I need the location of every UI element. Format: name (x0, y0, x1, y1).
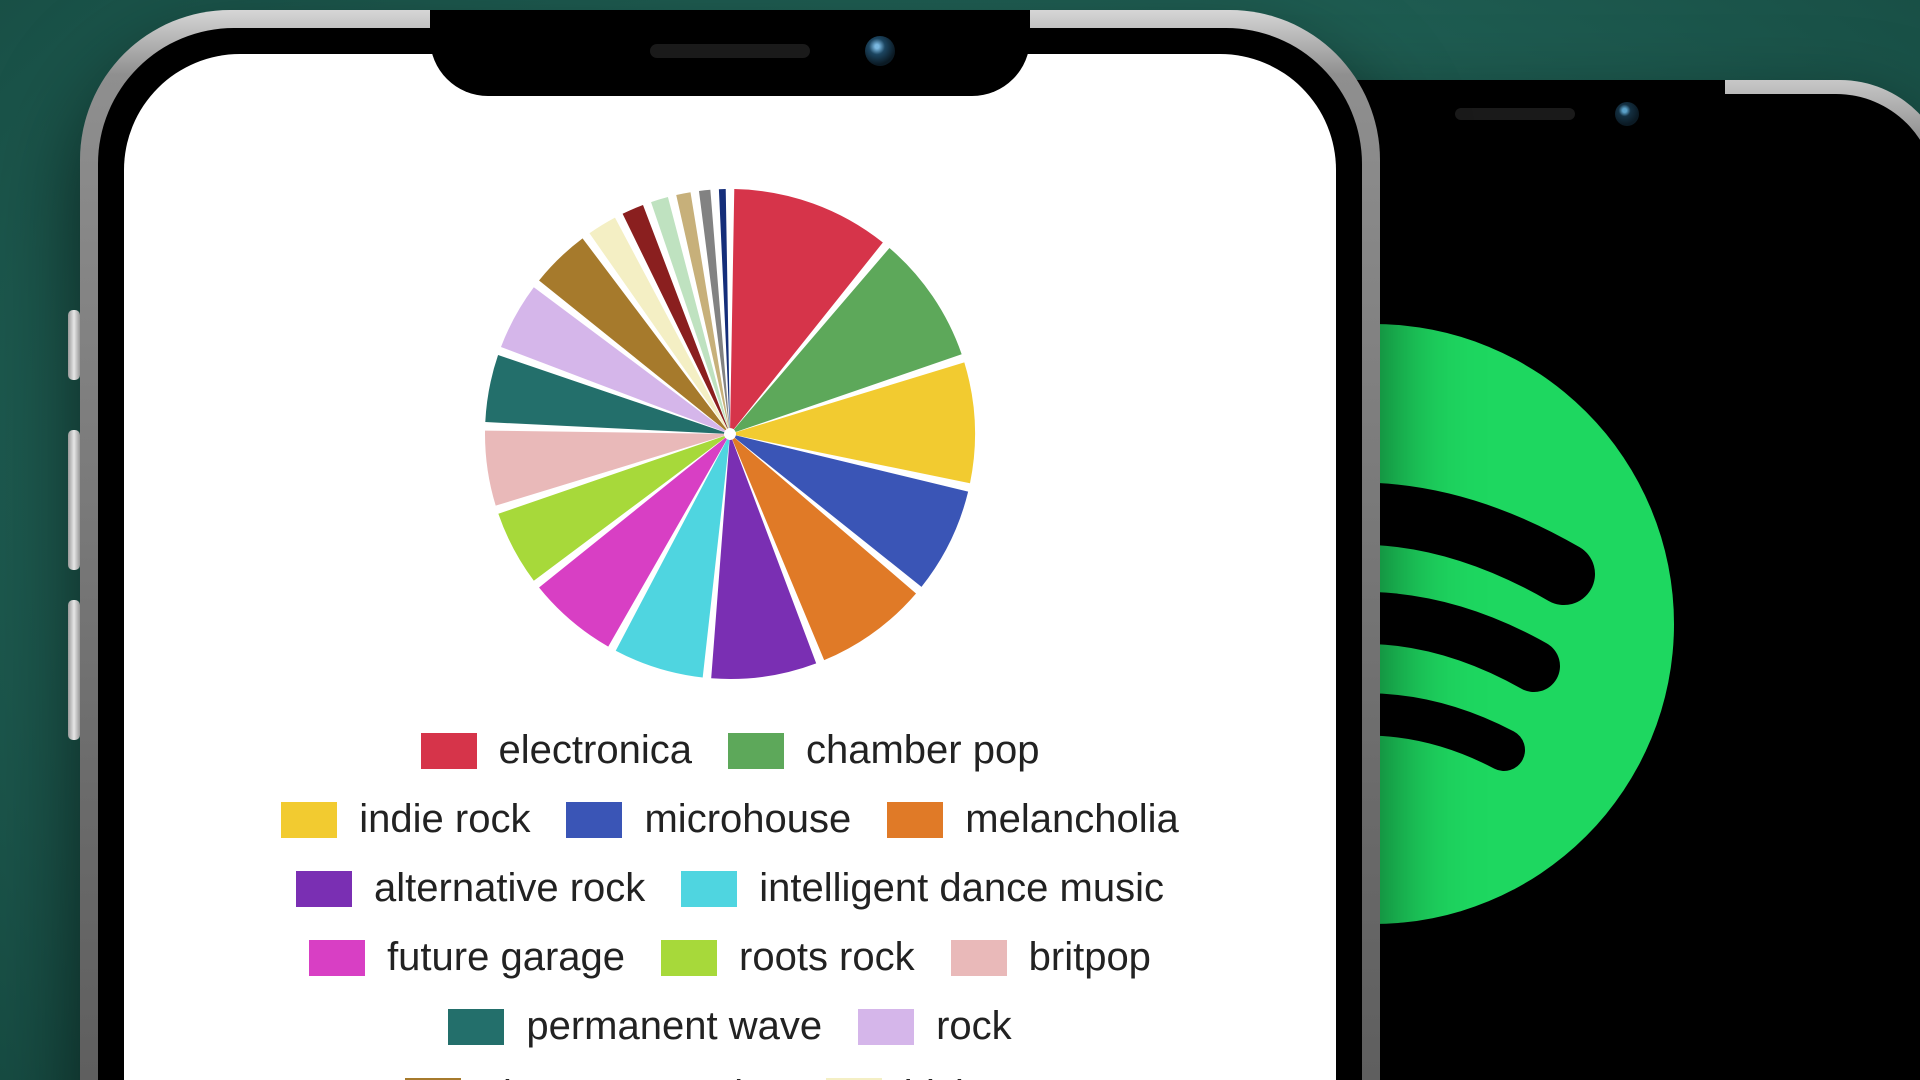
legend-swatch (951, 940, 1007, 976)
phone-front-volume-up (68, 430, 80, 570)
phone-front-screen: electronica chamber pop indie rock microhou… (124, 54, 1336, 1080)
legend-swatch (661, 940, 717, 976)
legend-item-britpop: britpop (951, 935, 1151, 980)
phone-front-mute-switch (68, 310, 80, 380)
legend-label: indie rock (359, 797, 530, 842)
legend-label: permanent wave (526, 1004, 822, 1049)
legend-swatch (858, 1009, 914, 1045)
legend-item-singer-songwriter: singer-songwriter (405, 1073, 790, 1080)
pie-slice-slice-19 (719, 189, 730, 428)
legend-label: britpop (1029, 935, 1151, 980)
phone-back-camera (1615, 102, 1639, 126)
legend-swatch (281, 802, 337, 838)
legend-label: future garage (387, 935, 625, 980)
legend-swatch (421, 733, 477, 769)
legend-item-alternative-rock: alternative rock (296, 866, 645, 911)
legend-item-microhouse: microhouse (566, 797, 851, 842)
genre-pie-chart (470, 174, 990, 694)
legend-swatch (448, 1009, 504, 1045)
legend-swatch (887, 802, 943, 838)
legend-label: melancholia (965, 797, 1178, 842)
legend-swatch (296, 871, 352, 907)
legend-label: microhouse (644, 797, 851, 842)
stage: electronica chamber pop indie rock microhou… (0, 0, 1920, 1080)
legend-swatch (681, 871, 737, 907)
legend-label: rock (936, 1004, 1012, 1049)
legend-item-roots-rock: roots rock (661, 935, 915, 980)
legend-item-electronica: electronica (421, 728, 692, 773)
chart-wrap: electronica chamber pop indie rock microhou… (124, 174, 1336, 1080)
legend-label: intelligent dance music (759, 866, 1164, 911)
legend: electronica chamber pop indie rock microhou… (200, 728, 1260, 1080)
legend-item-melancholia: melancholia (887, 797, 1178, 842)
legend-label: roots rock (739, 935, 915, 980)
legend-label: irish pop (904, 1073, 1055, 1080)
legend-item-irish-pop: irish pop (826, 1073, 1055, 1080)
legend-swatch (309, 940, 365, 976)
phone-back-speaker (1455, 108, 1575, 120)
legend-label: electronica (499, 728, 692, 773)
legend-label: alternative rock (374, 866, 645, 911)
phone-front: electronica chamber pop indie rock microhou… (80, 10, 1380, 1080)
legend-item-chamber-pop: chamber pop (728, 728, 1039, 773)
phone-front-volume-down (68, 600, 80, 740)
legend-swatch (566, 802, 622, 838)
legend-item-intelligent-dance-music: intelligent dance music (681, 866, 1164, 911)
phone-front-speaker (650, 44, 810, 58)
legend-label: singer-songwriter (483, 1073, 790, 1080)
phone-front-camera (865, 36, 895, 66)
legend-item-rock: rock (858, 1004, 1012, 1049)
legend-label: chamber pop (806, 728, 1039, 773)
legend-item-indie-rock: indie rock (281, 797, 530, 842)
legend-swatch (728, 733, 784, 769)
legend-item-future-garage: future garage (309, 935, 625, 980)
legend-item-permanent-wave: permanent wave (448, 1004, 822, 1049)
